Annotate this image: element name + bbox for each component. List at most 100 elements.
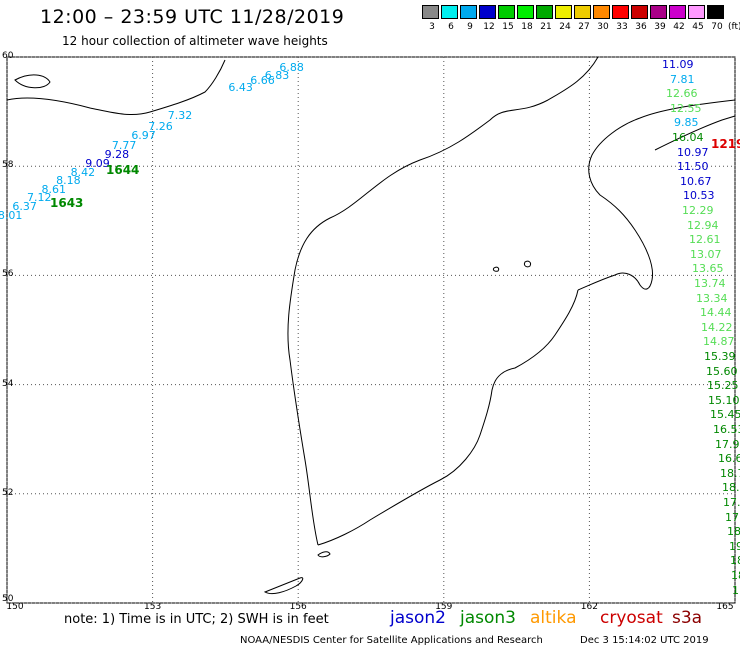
- latitude-tick-label: 58: [2, 160, 14, 171]
- colorbar-swatch: [574, 5, 591, 19]
- kamchatka-southern-tip: [317, 289, 579, 546]
- wave-height-value: 14.44: [700, 306, 732, 320]
- kamchatka-east-coast: [577, 99, 736, 291]
- legend-jason2: jason2: [390, 608, 446, 628]
- latitude-tick-label: 56: [2, 269, 14, 280]
- okhotsk-north-coast: [6, 59, 226, 115]
- wave-height-value: 15.10: [708, 393, 740, 407]
- kuril-island-2: [317, 551, 331, 558]
- wave-height-value: 18.7: [720, 466, 740, 480]
- footer-credit: NOAA/NESDIS Center for Satellite Applica…: [240, 635, 543, 646]
- colorbar-label: 42: [673, 22, 685, 32]
- colorbar-swatch: [650, 5, 667, 19]
- colorbar-label: 15: [502, 22, 514, 32]
- small-island-2: [492, 266, 500, 272]
- wave-height-value: 15.60: [706, 364, 738, 378]
- wave-height-value: 10.67: [680, 174, 712, 188]
- colorbar-label: 36: [635, 22, 647, 32]
- wave-height-value: 8.01: [0, 209, 23, 223]
- latitude-tick-label: 52: [2, 487, 14, 498]
- colorbar-swatch: [555, 5, 572, 19]
- small-island-1: [524, 260, 531, 268]
- colorbar-label: 70: [711, 22, 723, 32]
- longitude-tick-label: 156: [289, 602, 307, 612]
- wave-height-value: 7.32: [167, 108, 193, 122]
- colorbar-label: 9: [467, 22, 473, 32]
- kamchatka-west-coast: [287, 56, 599, 546]
- wave-height-value: 15.25: [707, 379, 739, 393]
- wave-height-value: 12.29: [682, 204, 714, 217]
- latitude-tick-label: 50: [2, 594, 14, 604]
- colorbar-label: 39: [654, 22, 666, 32]
- wave-height-value: 9.85: [674, 116, 699, 130]
- wave-height-value: 7.12: [26, 191, 52, 205]
- colorbar-swatch: [669, 5, 686, 19]
- wave-height-value: 13.34: [696, 291, 728, 305]
- wave-height-value: 14.87: [703, 335, 735, 349]
- wave-height-value: 15.39: [704, 350, 736, 363]
- colorbar-label: 18: [521, 22, 533, 32]
- legend-jason3: jason3: [460, 608, 516, 628]
- colorbar-swatch: [536, 5, 553, 19]
- wave-height-value: 12.55: [670, 101, 702, 115]
- wave-height-value: 17.93: [715, 437, 740, 451]
- latitude-tick-label: 60: [2, 51, 14, 61]
- colorbar-swatch: [498, 5, 515, 19]
- lat-lon-grid: [6, 56, 736, 604]
- wave-height-value: 12.61: [689, 233, 721, 247]
- pass-label-1644: 1644: [106, 163, 140, 177]
- wave-height-value: 7.26: [148, 119, 173, 133]
- shantar-island: [14, 74, 51, 89]
- wave-height-value: 6.83: [264, 68, 290, 82]
- wave-height-value: 12.94: [687, 218, 719, 232]
- colorbar-label: 27: [578, 22, 590, 32]
- colorbar-label: 45: [692, 22, 704, 32]
- colorbar-swatch: [631, 5, 648, 19]
- wave-height-value: 18: [731, 569, 740, 582]
- colorbar-swatch: [479, 5, 496, 19]
- wave-height-value: 9.28: [104, 148, 130, 162]
- colorbar-swatch: [612, 5, 629, 19]
- colorbar-label: 3: [429, 22, 435, 32]
- longitude-tick-label: 150: [6, 602, 24, 612]
- pass-label-1219: 1219: [711, 137, 740, 151]
- longitude-tick-label: 153: [144, 602, 162, 612]
- wave-height-value: 13.65: [692, 262, 724, 276]
- wave-height-value: 6.43: [228, 80, 253, 94]
- map-subtitle: 12 hour collection of altimeter wave hei…: [62, 34, 328, 48]
- wave-height-value: 19: [729, 539, 740, 553]
- coastline: [6, 56, 736, 595]
- footer-timestamp: Dec 3 15:14:02 UTC 2019: [580, 635, 709, 646]
- colorbar-label: 24: [559, 22, 571, 32]
- legend-altika: altika: [530, 608, 577, 628]
- wave-height-value: 13.07: [690, 247, 722, 261]
- wave-height-value: 17.: [725, 510, 740, 524]
- colorbar-unit: (ft): [728, 22, 740, 32]
- legend-s3a: s3a: [672, 608, 703, 628]
- colorbar-label: 33: [616, 22, 628, 32]
- latitude-tick-label: 54: [2, 378, 14, 389]
- legend-cryosat: cryosat: [600, 608, 663, 628]
- wave-height-value: 17.9: [723, 496, 740, 509]
- map-title: 12:00 – 23:59 UTC 11/28/2019: [40, 6, 345, 28]
- kuril-island-1: [263, 577, 304, 595]
- wave-height-value: 18: [730, 554, 740, 568]
- wave-height-value: 14.22: [701, 320, 733, 334]
- colorbar-label: 30: [597, 22, 609, 32]
- pass-label-1643: 1643: [50, 196, 84, 210]
- colorbar-swatch: [593, 5, 610, 19]
- wave-height-value: 16.04: [672, 131, 704, 144]
- colorbar-swatch: [707, 5, 724, 19]
- longitude-tick-label: 159: [435, 602, 453, 612]
- wave-height-value: 6.97: [131, 128, 156, 142]
- wave-height-value: 8.18: [56, 173, 81, 187]
- wave-height-value: 7.77: [111, 138, 137, 152]
- longitude-tick-label: 162: [580, 602, 598, 612]
- colorbar-swatch: [441, 5, 458, 19]
- wave-height-value: 16.53: [713, 423, 740, 436]
- wave-height-value: 7.81: [670, 72, 695, 86]
- wave-height-value: 9.09: [85, 157, 110, 171]
- wave-height-value: 11.09: [662, 58, 694, 71]
- wave-height-value: 18.: [727, 525, 740, 539]
- wave-height-value: 10.97: [677, 145, 709, 159]
